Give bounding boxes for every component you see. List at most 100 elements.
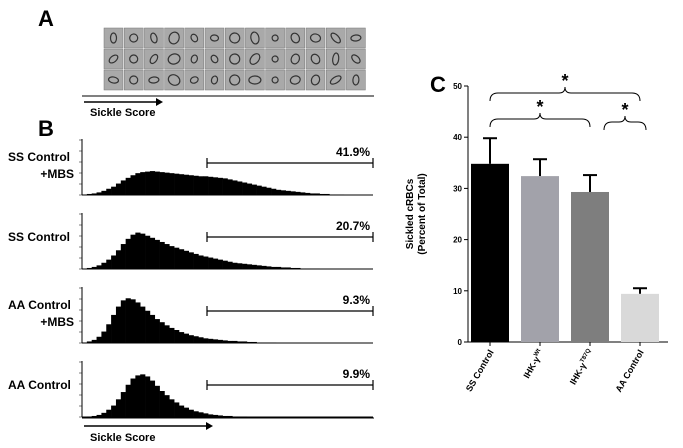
hist-bar — [82, 342, 88, 343]
hist-bar — [193, 336, 199, 343]
hist-bar — [179, 174, 185, 195]
hist-bar — [305, 192, 311, 195]
cell-shape — [229, 32, 241, 44]
hist-bar — [198, 255, 204, 269]
hist-bar — [188, 175, 194, 195]
cell-shape — [332, 52, 340, 66]
hist-bar — [309, 193, 316, 195]
hist-bar — [96, 192, 102, 195]
hist-bar — [145, 310, 151, 343]
hist-bar — [149, 171, 156, 195]
hist-bar — [164, 325, 170, 343]
hist-bar — [149, 314, 156, 343]
hist-bar — [261, 342, 267, 343]
hist-bar — [174, 402, 180, 417]
hist-bar — [125, 298, 131, 343]
hist-bar — [140, 233, 146, 269]
hist-bar — [280, 190, 286, 195]
y-axis-label: (Percent of Total) — [417, 173, 428, 254]
significance-brace — [489, 112, 591, 128]
cell-shape — [190, 33, 199, 43]
hist-bar — [242, 182, 248, 195]
category-superscript: T87Q — [580, 348, 593, 364]
hist-bar — [285, 190, 291, 195]
bar — [621, 293, 659, 342]
cell-image — [224, 48, 245, 70]
axis-label: Sickle Score — [90, 432, 155, 444]
hist-bar — [183, 333, 189, 343]
category-name: IHK-γ — [568, 361, 588, 386]
cell-image — [123, 27, 144, 49]
cell-image — [123, 48, 144, 70]
hist-bar — [271, 266, 277, 269]
hist-bar — [198, 412, 204, 417]
hist-bar — [266, 266, 272, 269]
hist-bar — [159, 322, 165, 343]
hist-bar — [266, 187, 272, 195]
hist-bar — [232, 416, 238, 417]
hist-bar — [149, 237, 156, 269]
cell-shape — [129, 75, 139, 85]
histogram-name: +MBS — [40, 167, 74, 181]
hist-bar — [193, 411, 199, 417]
significance-brace — [489, 86, 641, 102]
hist-bar — [232, 180, 238, 195]
hist-bar — [91, 266, 97, 269]
hist-bar — [111, 405, 117, 417]
hist-bar — [222, 415, 228, 417]
hist-bar — [106, 324, 112, 343]
hist-bar — [86, 267, 92, 269]
significance-label: * — [536, 97, 543, 117]
axis-label: Sickle Score — [90, 107, 155, 119]
cell-image — [204, 69, 225, 91]
cell-image — [103, 48, 124, 70]
hist-bar — [164, 172, 170, 195]
hist-bar — [135, 232, 141, 269]
hist-bar — [251, 264, 257, 269]
significance-brace — [603, 115, 647, 131]
hist-bar — [208, 338, 214, 343]
hist-bar — [106, 259, 112, 269]
hist-bar — [295, 267, 301, 269]
category-name: SS Control — [464, 348, 496, 393]
hist-bar — [300, 192, 306, 195]
cell-shape — [271, 76, 279, 84]
hist-bar — [314, 268, 320, 269]
cell-shape — [107, 76, 120, 84]
hist-bar — [115, 399, 122, 417]
hist-bar — [125, 238, 131, 269]
significance-label: * — [561, 71, 568, 91]
hist-bar — [227, 179, 233, 195]
hist-bar — [309, 268, 316, 269]
hist-bar — [276, 266, 282, 269]
cell-image — [164, 69, 184, 91]
hist-bar — [271, 342, 277, 343]
cell-image-grid — [103, 27, 366, 91]
cell-image — [346, 69, 366, 91]
hist-bar — [256, 342, 262, 343]
cell-shape — [310, 53, 321, 65]
hist-bar — [145, 376, 151, 417]
hist-bar — [217, 339, 223, 343]
hist-bar — [91, 415, 97, 417]
hist-bar — [193, 253, 199, 269]
hist-bar — [115, 306, 122, 343]
hist-bar — [256, 185, 262, 195]
significance-label: * — [621, 100, 628, 120]
cell-image — [346, 48, 366, 70]
hist-bar — [154, 319, 160, 343]
hist-bar — [130, 234, 136, 269]
cell-shape — [229, 74, 241, 86]
cell-shape — [168, 31, 180, 45]
hist-bar — [217, 259, 223, 269]
y-tick-label: 20 — [453, 236, 462, 245]
hist-bar — [237, 416, 243, 417]
hist-bar — [280, 267, 286, 269]
hist-bar — [179, 405, 185, 417]
cell-image — [204, 27, 225, 49]
hist-bar — [217, 177, 223, 195]
cell-image — [164, 48, 184, 70]
hist-bar — [111, 186, 117, 195]
y-tick-label: 10 — [453, 287, 462, 296]
hist-bar — [101, 190, 107, 195]
